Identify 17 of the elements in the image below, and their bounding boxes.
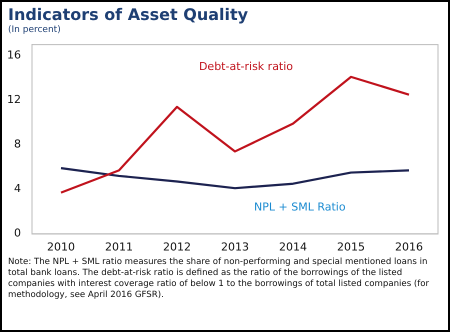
y-tick-label: 16 bbox=[6, 48, 21, 62]
x-tick-label: 2011 bbox=[105, 240, 133, 254]
y-tick-label: 8 bbox=[14, 138, 21, 151]
x-tick-label: 2015 bbox=[337, 240, 365, 254]
x-tick-label: 2014 bbox=[279, 240, 307, 254]
y-tick-label: 12 bbox=[6, 93, 21, 106]
text: Debt-at-risk ratio bbox=[198, 60, 294, 74]
chart-subtitle: (In percent) bbox=[8, 25, 62, 35]
series-label: NPL + SML Ratio bbox=[254, 200, 346, 214]
x-tick-label: 2010 bbox=[46, 240, 75, 254]
x-tick-label: 2012 bbox=[163, 240, 191, 254]
chart-title: Indicators of Asset Quality bbox=[8, 5, 250, 24]
x-tick-label: 2016 bbox=[395, 240, 423, 254]
x-tick-label: 2013 bbox=[221, 240, 249, 254]
y-tick-label: 4 bbox=[14, 182, 21, 196]
y-tick-label: 0 bbox=[14, 226, 21, 240]
text: Note: The NPL + SML ratio measures the share of non-performing and special mentioned loans in total bank loans. The debt-at-risk ratio is defined as the ratio of the borrowings of the listed companies with interest coverage ratio of below 1 to the borrowings of total listed companies (for methodology, see April 2016 GFSR). bbox=[7, 257, 430, 301]
